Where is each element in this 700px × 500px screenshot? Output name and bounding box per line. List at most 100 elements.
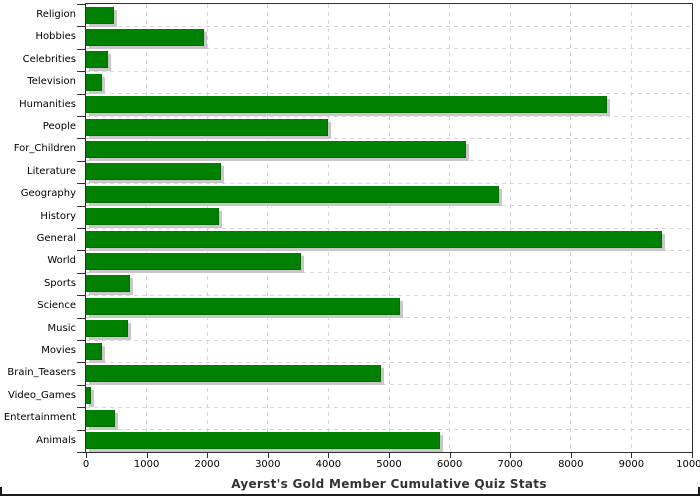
x-axis-label: 7000 — [497, 459, 523, 470]
y-axis-tick — [77, 317, 85, 319]
gridline-horizontal — [86, 429, 692, 431]
x-axis-label: 4000 — [315, 459, 342, 470]
gridline-horizontal — [86, 339, 692, 341]
bar-general — [86, 230, 663, 248]
y-axis-tick — [77, 295, 85, 297]
y-axis-label: For_Children — [13, 143, 76, 155]
bar-religion — [86, 6, 114, 24]
x-axis-label: 2000 — [194, 459, 220, 470]
y-axis-tick — [77, 183, 85, 185]
x-axis-label: 3000 — [255, 459, 281, 470]
y-axis-tick — [77, 48, 85, 50]
y-axis-label: Television — [27, 76, 76, 88]
bar-for_children — [86, 140, 466, 158]
gridline-horizontal — [86, 227, 692, 229]
y-axis-label: Video_Games — [8, 389, 76, 401]
y-axis-label: Sports — [43, 277, 76, 289]
bar-world — [86, 252, 302, 270]
y-axis-label: Religion — [36, 9, 76, 20]
y-axis-label: World — [47, 255, 76, 267]
bar-movies — [86, 342, 103, 360]
x-axis-tick — [146, 453, 148, 458]
bar-geography — [86, 185, 500, 203]
y-axis-label: Science — [37, 300, 76, 312]
bar-television — [86, 73, 103, 91]
y-axis-tick — [77, 26, 85, 28]
y-axis-tick — [77, 407, 85, 409]
x-axis-label: 1000 — [133, 459, 160, 470]
gridline-horizontal — [86, 272, 692, 274]
y-axis-label: Humanities — [19, 98, 76, 110]
bar-animals — [86, 432, 440, 450]
gridline-horizontal — [86, 93, 692, 95]
y-axis-tick — [77, 138, 85, 140]
chart-title: Ayerst's Gold Member Cumulative Quiz Sta… — [231, 477, 547, 491]
y-axis-label: Literature — [27, 165, 76, 177]
bar-history — [86, 208, 220, 226]
y-axis-tick — [77, 384, 85, 386]
x-axis-label: 0 — [82, 459, 90, 470]
bar-literature — [86, 163, 222, 181]
y-axis-tick — [77, 4, 85, 5]
gridline-horizontal — [86, 182, 692, 184]
y-axis-label: Brain_Teasers — [7, 367, 76, 379]
y-axis-label: Geography — [20, 188, 76, 200]
x-axis-tick — [86, 453, 87, 458]
y-axis-label: People — [42, 121, 76, 132]
y-axis-label: Music — [47, 322, 76, 334]
y-axis-tick — [77, 116, 85, 117]
y-axis-label: History — [40, 210, 76, 222]
y-axis-label: General — [36, 233, 76, 244]
gridline-horizontal — [86, 406, 692, 408]
y-axis-label: Hobbies — [35, 31, 76, 43]
y-axis-tick — [77, 228, 85, 229]
y-axis-tick — [77, 452, 85, 453]
bar-people — [86, 118, 329, 136]
gridline-horizontal — [86, 48, 692, 50]
y-axis-tick — [77, 250, 85, 252]
x-axis-tick — [510, 453, 512, 458]
plot-area — [85, 3, 693, 453]
x-axis-tick — [631, 453, 633, 458]
bar-brain_teasers — [86, 364, 381, 382]
x-axis-tick — [692, 453, 693, 458]
bar-science — [86, 297, 400, 315]
bar-music — [86, 320, 129, 338]
bar-entertainment — [86, 409, 116, 427]
gridline-horizontal — [86, 205, 692, 207]
gridline-horizontal — [86, 361, 692, 363]
y-axis-label: Animals — [36, 434, 76, 446]
y-axis-tick — [77, 71, 85, 73]
gridline-horizontal — [86, 160, 692, 162]
frame-bottom-line — [0, 494, 700, 496]
y-axis-tick — [77, 205, 85, 207]
frame-right-stub — [698, 487, 700, 496]
x-axis-label: 8000 — [558, 459, 584, 470]
gridline-horizontal — [86, 25, 692, 27]
x-axis-label: 9000 — [618, 459, 645, 470]
x-axis-tick — [328, 453, 330, 458]
bar-hobbies — [86, 28, 205, 46]
bar-video_games — [86, 387, 92, 405]
gridline-horizontal — [86, 70, 692, 72]
x-axis-tick — [449, 453, 451, 458]
gridline-horizontal — [86, 249, 692, 251]
x-axis-tick — [389, 453, 390, 458]
x-axis-tick — [267, 453, 269, 458]
y-axis-label: Entertainment — [3, 412, 76, 424]
gridline-horizontal — [86, 317, 692, 319]
y-axis-tick — [77, 429, 85, 431]
y-axis-tick — [77, 272, 85, 274]
x-axis-tick — [207, 453, 209, 458]
y-axis-tick — [77, 160, 85, 162]
x-axis-label: 10000 — [676, 459, 700, 470]
gridline-horizontal — [86, 137, 692, 139]
gridline-horizontal — [86, 294, 692, 296]
y-axis-tick — [77, 340, 85, 341]
bar-celebrities — [86, 51, 109, 69]
x-axis-label: 5000 — [376, 459, 402, 470]
gridline-horizontal — [86, 384, 692, 386]
bar-humanities — [86, 96, 607, 114]
y-axis-label: Movies — [41, 345, 76, 356]
